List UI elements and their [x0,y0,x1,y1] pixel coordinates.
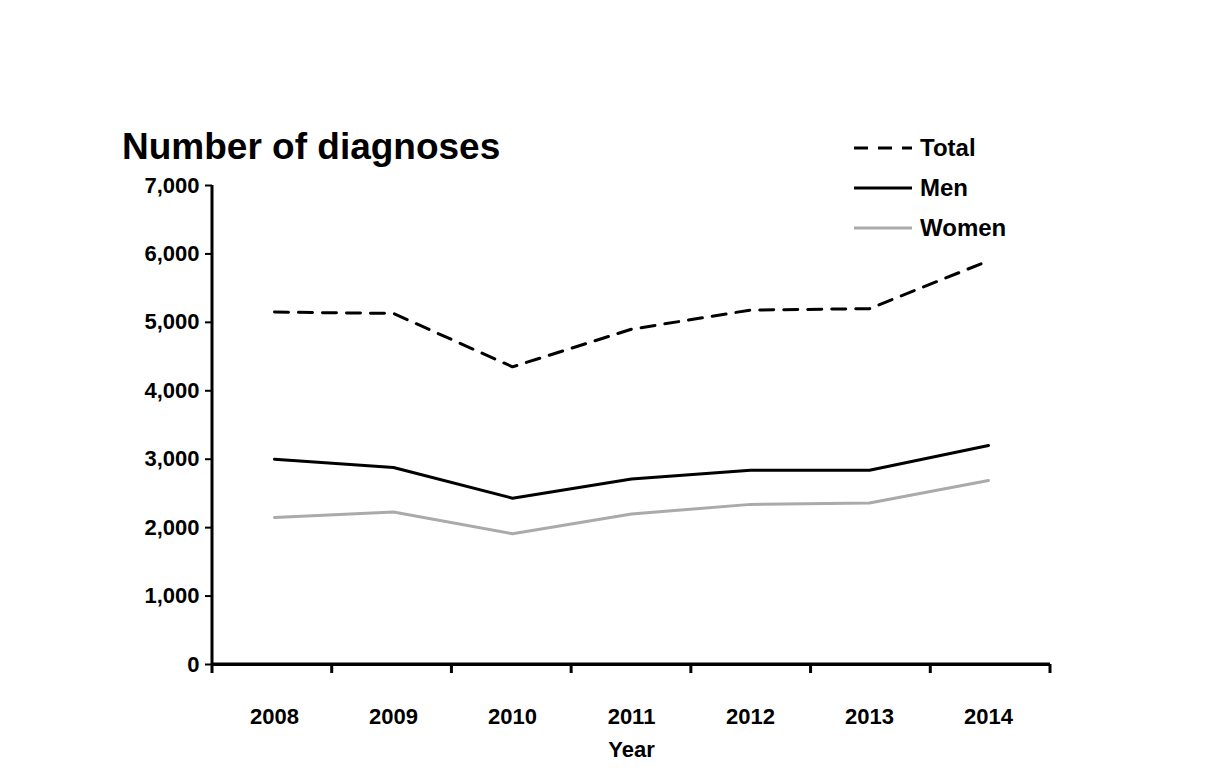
svg-text:2,000: 2,000 [144,515,199,540]
html-text:Women: Women [920,214,1007,241]
svg-text:2011: 2011 [608,704,656,729]
svg-text:3,000: 3,000 [144,446,199,471]
svg-text:7,000: 7,000 [144,173,199,198]
svg-text:2008: 2008 [250,704,299,729]
svg-text:0: 0 [187,652,199,677]
svg-text:6,000: 6,000 [144,241,199,266]
svg-text:2010: 2010 [488,704,537,729]
svg-text:2013: 2013 [845,704,894,729]
html-text:Men: Men [920,174,968,201]
svg-text:4,000: 4,000 [144,378,199,403]
html-text:Number of diagnoses: Number of diagnoses [122,126,501,167]
svg-text:2014: 2014 [964,704,1014,729]
svg-text:Year: Year [608,737,655,762]
svg-text:2012: 2012 [726,704,775,729]
html-text:Total: Total [920,134,976,161]
svg-text:2009: 2009 [369,704,418,729]
svg-text:1,000: 1,000 [144,583,199,608]
svg-text:5,000: 5,000 [144,309,199,334]
